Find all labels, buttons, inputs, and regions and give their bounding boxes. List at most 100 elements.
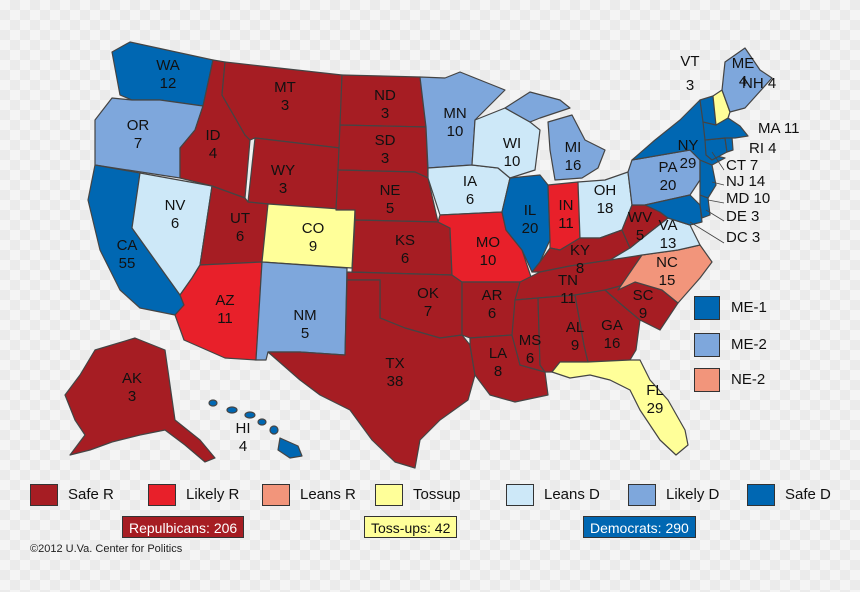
state-fl[interactable] [551, 359, 689, 456]
state-label: 38 [387, 373, 404, 390]
state-label: KS [395, 232, 415, 249]
state-label: HI [236, 420, 251, 437]
state-label: MT [274, 79, 296, 96]
state-label: DE 3 [726, 208, 759, 225]
state-label: PA [659, 159, 678, 176]
legend-label: Safe D [785, 486, 831, 503]
state-label: 10 [504, 153, 521, 170]
state-label: 16 [604, 335, 621, 352]
tossups-total: Toss-ups: 42 [364, 516, 458, 538]
state-label: 20 [660, 177, 677, 194]
state-ak[interactable] [64, 337, 216, 463]
state-label: SC [633, 287, 654, 304]
state-label: 13 [660, 235, 677, 252]
state-label: 20 [522, 220, 539, 237]
state-de[interactable] [699, 194, 711, 219]
state-label: AK [122, 370, 142, 387]
state-tx[interactable] [267, 279, 476, 469]
democrats-total: Democrats: 290 [583, 516, 696, 538]
state-label: UT [230, 210, 250, 227]
state-label: 3 [381, 105, 389, 122]
state-ri[interactable] [724, 136, 734, 153]
state-label: 6 [526, 350, 534, 367]
legend-label: Safe R [68, 486, 114, 503]
legend-swatch [747, 484, 775, 506]
district-label: ME-1 [731, 299, 767, 316]
state-label: IA [463, 173, 477, 190]
district-swatch [694, 333, 720, 357]
rating-legend: Safe R Likely R Leans R Tossup Leans D L… [30, 482, 850, 510]
legend-swatch [628, 484, 656, 506]
state-label: 6 [401, 250, 409, 267]
state-md[interactable] [644, 194, 703, 226]
state-label: 7 [424, 303, 432, 320]
state-label: MA 11 [758, 120, 799, 137]
state-label: ME [732, 55, 755, 72]
state-label: 29 [647, 400, 664, 417]
state-label: CT 7 [726, 157, 758, 174]
state-label: WA [156, 57, 180, 74]
district-label: NE-2 [731, 371, 766, 388]
state-label: ND [374, 87, 396, 104]
state-label: 4 [239, 438, 247, 455]
state-nj[interactable] [699, 159, 717, 199]
copyright-credit: ©2012 U.Va. Center for Politics [30, 543, 183, 555]
legend-label: Leans R [300, 486, 356, 503]
state-hi[interactable] [208, 399, 303, 459]
state-label: TX [385, 355, 404, 372]
state-label: 11 [558, 215, 574, 232]
state-label: MN [443, 105, 466, 122]
district-label: ME-2 [731, 336, 767, 353]
state-label: WV [628, 209, 652, 226]
state-label: MD 10 [726, 190, 770, 207]
state-label: 3 [381, 150, 389, 167]
state-label: 3 [128, 388, 136, 405]
state-me[interactable] [721, 47, 773, 113]
state-nh[interactable] [712, 89, 731, 126]
state-label: OH [594, 182, 617, 199]
state-label: 5 [636, 227, 644, 244]
state-label: 15 [659, 272, 676, 289]
state-label: ID [206, 127, 221, 144]
state-label: 3 [686, 77, 694, 94]
state-label: AR [482, 287, 503, 304]
state-label: NC [656, 254, 678, 271]
state-mi-upper[interactable] [504, 91, 571, 123]
state-label: 5 [301, 325, 309, 342]
state-label: 4 [209, 145, 217, 162]
state-label: 6 [488, 305, 496, 322]
legend-label: Tossup [413, 486, 461, 503]
state-label: 5 [386, 200, 394, 217]
state-label: CA [117, 237, 138, 254]
state-label: 12 [160, 75, 177, 92]
state-mi[interactable] [547, 114, 606, 181]
state-wa[interactable] [111, 41, 214, 107]
state-label: 9 [571, 337, 579, 354]
state-label: 55 [119, 255, 136, 272]
legend-label: Leans D [544, 486, 600, 503]
state-label: AL [566, 319, 584, 336]
state-label: 11 [560, 290, 576, 307]
republicans-total: Repulbicans: 206 [122, 516, 245, 538]
state-label: LA [489, 345, 507, 362]
state-label: NY [678, 137, 699, 154]
state-label: MO [476, 234, 500, 251]
state-label: VA [659, 217, 678, 234]
state-label: 8 [576, 260, 584, 277]
state-label: 10 [447, 123, 464, 140]
state-label: 6 [236, 228, 244, 245]
state-label: FL [646, 382, 664, 399]
state-label: NV [165, 197, 186, 214]
state-label: OR [127, 117, 150, 134]
state-label: SD [375, 132, 396, 149]
state-ct[interactable] [704, 137, 728, 161]
legend-swatch [262, 484, 290, 506]
legend-swatch [375, 484, 403, 506]
district-swatch [694, 296, 720, 320]
state-label: AZ [215, 292, 234, 309]
state-label: DC 3 [726, 229, 760, 246]
state-label: 3 [279, 180, 287, 197]
state-label: 11 [217, 310, 233, 327]
state-label: 9 [639, 305, 647, 322]
